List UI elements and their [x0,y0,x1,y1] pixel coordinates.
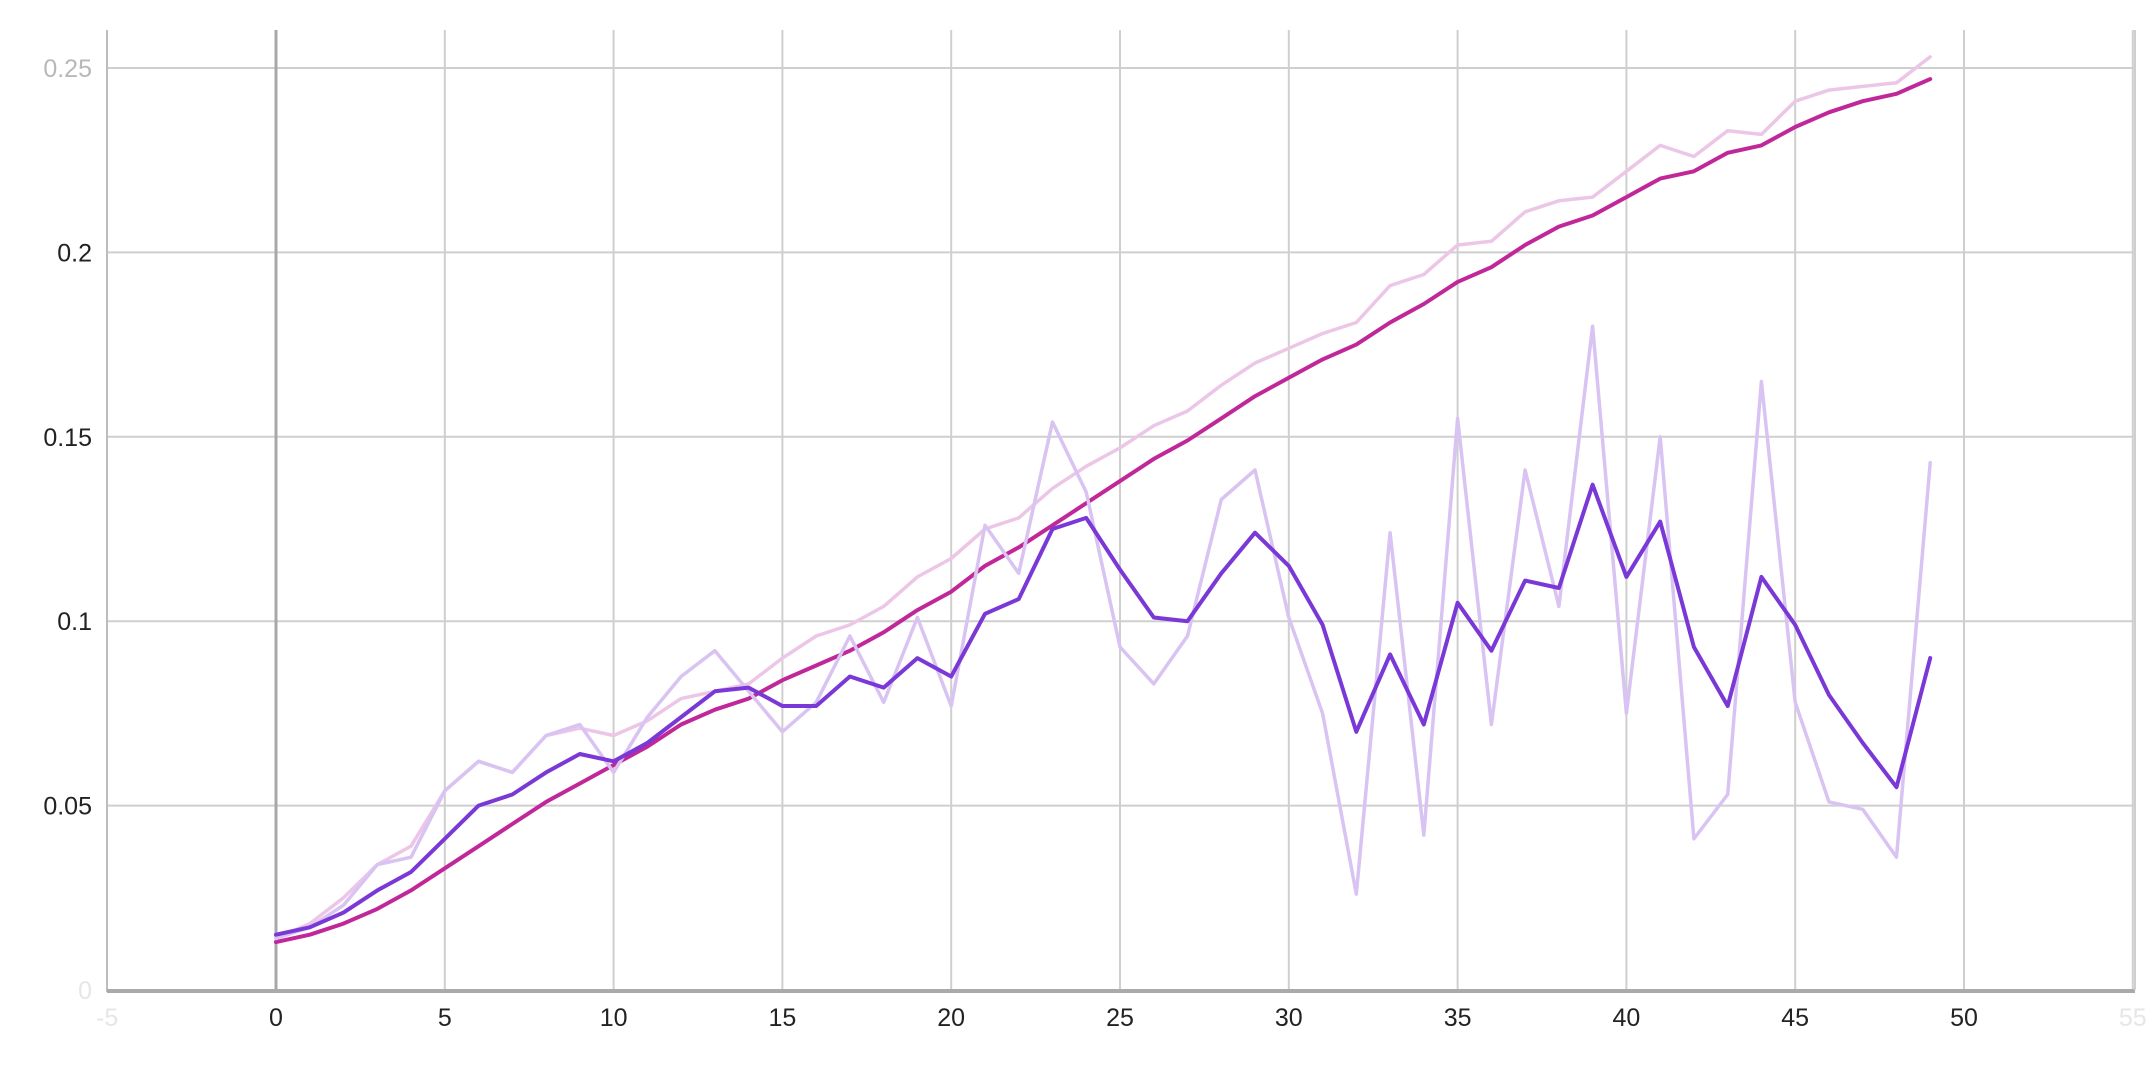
axes [106,30,2136,993]
y-tick-label: 0.25 [43,55,92,83]
series-line-2-raw [274,324,1932,941]
x-tick-label: 5 [438,1004,452,1032]
y-tick-label: 0 [78,977,92,1005]
x-tick-label: 10 [600,1004,628,1032]
y-tick-label: 0.1 [57,608,92,636]
x-tick-label: 45 [1781,1004,1809,1032]
x-tick-label: 25 [1106,1004,1134,1032]
y-tick-label: 0.05 [43,793,92,821]
x-tick-label: 40 [1612,1004,1640,1032]
series-line-3-smoothed [274,482,1933,937]
tick-labels: -5 0 5 10 15 20 25 30 35 40 45 50 5500.050.10.150.20… [43,55,2146,1032]
x-tick-label: 50 [1950,1004,1978,1032]
y-tick-label: 0.15 [43,424,92,452]
y-tick-label: 0.2 [57,239,92,267]
x-tick-label: 15 [768,1004,796,1032]
x-tick-label: 30 [1275,1004,1303,1032]
x-tick-label: 20 [937,1004,965,1032]
series-line-1-smoothed [274,77,1933,945]
x-tick-label: 55 [2119,1004,2147,1032]
x-tick-label: 35 [1444,1004,1472,1032]
series-lines [274,55,1933,945]
x-tick-label: 0 [269,1004,283,1032]
gridlines [107,30,2135,990]
x-tick-label: -5 [96,1004,118,1032]
